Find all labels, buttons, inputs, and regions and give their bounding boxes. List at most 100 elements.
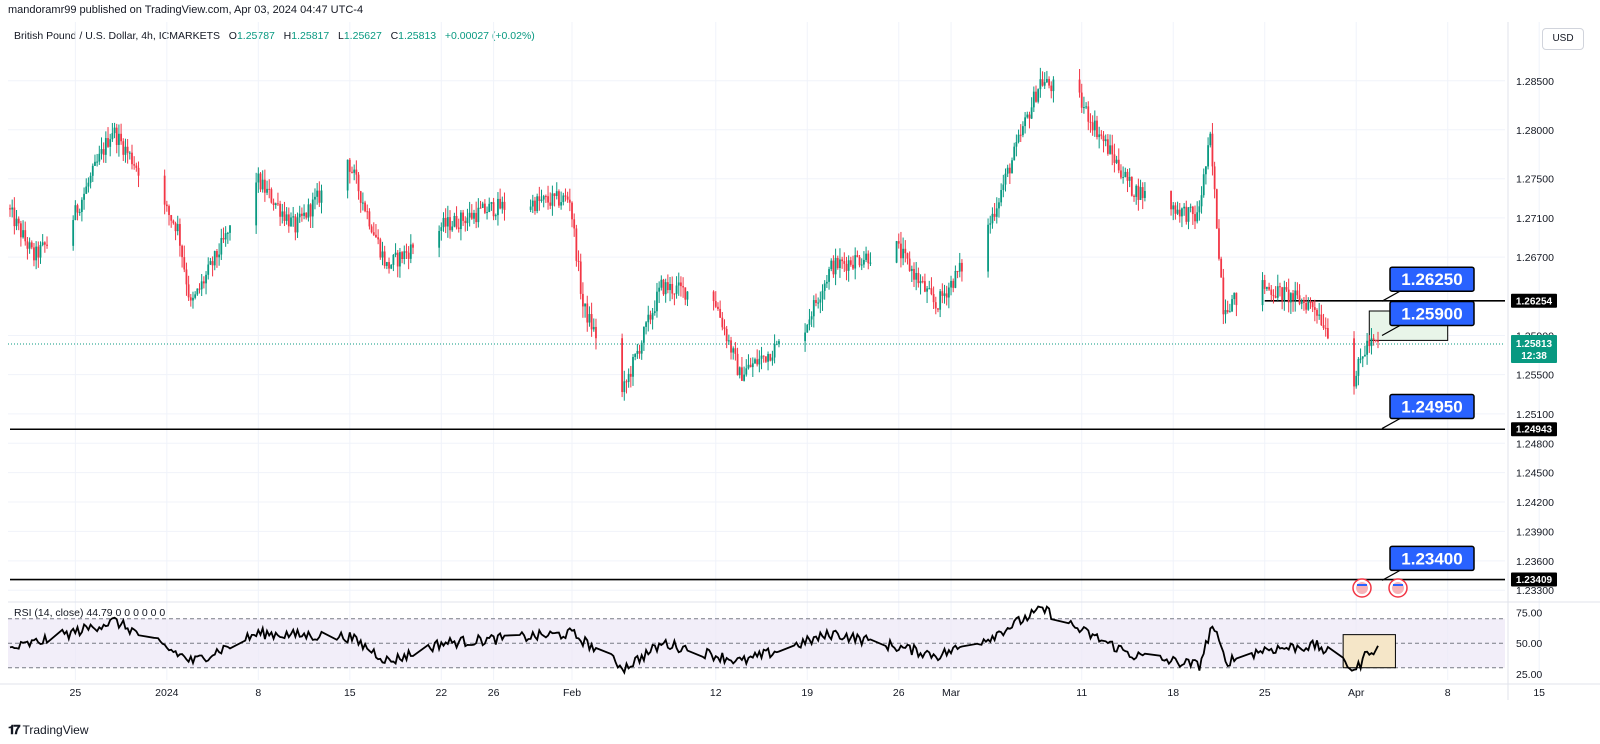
- callout-label: 1.25900: [1401, 304, 1462, 323]
- candle-body: [388, 262, 390, 269]
- candle-body: [558, 191, 560, 206]
- candle-body: [1017, 134, 1020, 143]
- candle-body: [320, 190, 323, 203]
- candle-body: [407, 252, 410, 259]
- candle-body: [841, 259, 844, 262]
- candle-body: [839, 259, 841, 269]
- candle-body: [547, 196, 549, 203]
- candle-body: [937, 308, 939, 310]
- time-axis[interactable]: 25 2024 8 15 22 26 Feb 12 19 26 Mar 11 18 25 Apr 8 15: [0, 683, 1600, 699]
- candle-body: [1200, 195, 1203, 207]
- candle-body: [1281, 287, 1284, 301]
- candle-body: [1305, 302, 1308, 310]
- price-tick-label: 1.28000: [1516, 125, 1554, 137]
- candle-body: [462, 212, 464, 221]
- candle-body: [39, 244, 42, 258]
- candle-body: [1024, 117, 1027, 127]
- candle-body: [577, 260, 580, 262]
- candle-body: [843, 261, 846, 264]
- price-tag-text: 1.26254: [1516, 296, 1553, 307]
- candle-body: [640, 342, 643, 354]
- candle-body: [168, 206, 170, 216]
- low-value: 1.25627: [343, 30, 382, 42]
- candle-body: [1357, 359, 1360, 376]
- candle-body: [895, 241, 898, 263]
- candle-body: [1172, 205, 1175, 210]
- candle-body: [1368, 340, 1371, 347]
- symbol-legend: British Pound / U.S. Dollar, 4h, ICMARKE…: [14, 30, 535, 42]
- candle-body: [1115, 159, 1118, 163]
- candle-body: [41, 242, 44, 245]
- candle-body: [170, 215, 173, 221]
- rsi-tick-label: 75.00: [1516, 608, 1542, 620]
- candle-body: [904, 248, 907, 254]
- candle-body: [1220, 258, 1223, 278]
- candle-body: [226, 232, 229, 234]
- candle-body: [78, 211, 81, 213]
- price-axis[interactable]: 1.285001.280001.275001.271001.267001.259…: [1507, 22, 1554, 700]
- price-tick-label: 1.23600: [1516, 556, 1554, 568]
- candles: [9, 67, 1379, 401]
- candle-body: [375, 234, 377, 238]
- candle-body: [1087, 106, 1090, 122]
- candle-body: [671, 283, 674, 294]
- candle-body: [1231, 299, 1233, 312]
- candle-body: [1224, 310, 1227, 315]
- candle-body: [756, 359, 759, 365]
- candle-body: [298, 213, 301, 218]
- candle-body: [1183, 206, 1186, 209]
- candle-body: [104, 138, 107, 155]
- candle-body: [808, 319, 811, 325]
- candle-body: [856, 255, 859, 258]
- candle-body: [33, 247, 35, 261]
- candle-body: [131, 152, 133, 165]
- candle-body: [281, 211, 284, 217]
- candle-body: [1187, 207, 1190, 222]
- candle-body: [396, 252, 399, 267]
- us-event-flag-icon[interactable]: [1352, 578, 1372, 598]
- change-value: +0.00027 (+0.02%): [444, 30, 535, 42]
- candle-body: [172, 220, 175, 224]
- candle-body: [1093, 120, 1096, 131]
- candle-body: [30, 242, 33, 248]
- candle-body: [686, 291, 689, 300]
- candle-body: [939, 291, 942, 310]
- symbol-name: British Pound / U.S. Dollar, 4h, ICMARKE…: [14, 30, 220, 42]
- candle-body: [1268, 286, 1270, 290]
- candle-body: [714, 301, 717, 307]
- candle-body: [455, 215, 458, 228]
- candle-body: [1296, 290, 1299, 296]
- currency-button[interactable]: USD: [1542, 28, 1584, 50]
- candle-body: [921, 281, 924, 283]
- candle-body: [1109, 145, 1111, 154]
- candle-body: [649, 314, 652, 320]
- candle-body: [817, 302, 820, 304]
- candle-body: [830, 260, 833, 270]
- candle-body: [806, 324, 809, 333]
- time-tick-label: 12: [710, 687, 722, 699]
- candle-body: [566, 196, 569, 200]
- callout-pointer: [1381, 418, 1401, 430]
- candle-body: [741, 367, 743, 381]
- candle-body: [1205, 166, 1207, 175]
- candle-body: [294, 216, 297, 233]
- close-value: 1.25813: [398, 30, 437, 42]
- candle-body: [754, 359, 756, 364]
- candle-body: [902, 248, 905, 259]
- price-tick-label: 1.28500: [1516, 76, 1554, 88]
- candle-body: [492, 202, 495, 217]
- rsi-pane: RSI (14, close) 44.79 0 0 0 0 0 0 75.00 50…: [8, 601, 1600, 681]
- us-event-flag-icon[interactable]: [1388, 578, 1408, 598]
- candle-body: [555, 191, 558, 196]
- candle-body: [1324, 327, 1327, 329]
- candle-body: [769, 353, 772, 361]
- candle-body: [94, 161, 96, 166]
- candle-body: [120, 133, 122, 142]
- event-flags[interactable]: [1352, 578, 1408, 598]
- candle-body: [401, 252, 403, 260]
- candle-body: [477, 207, 480, 223]
- price-tag-text: 1.24943: [1516, 425, 1553, 436]
- candle-body: [163, 175, 166, 205]
- candle-body: [102, 149, 105, 155]
